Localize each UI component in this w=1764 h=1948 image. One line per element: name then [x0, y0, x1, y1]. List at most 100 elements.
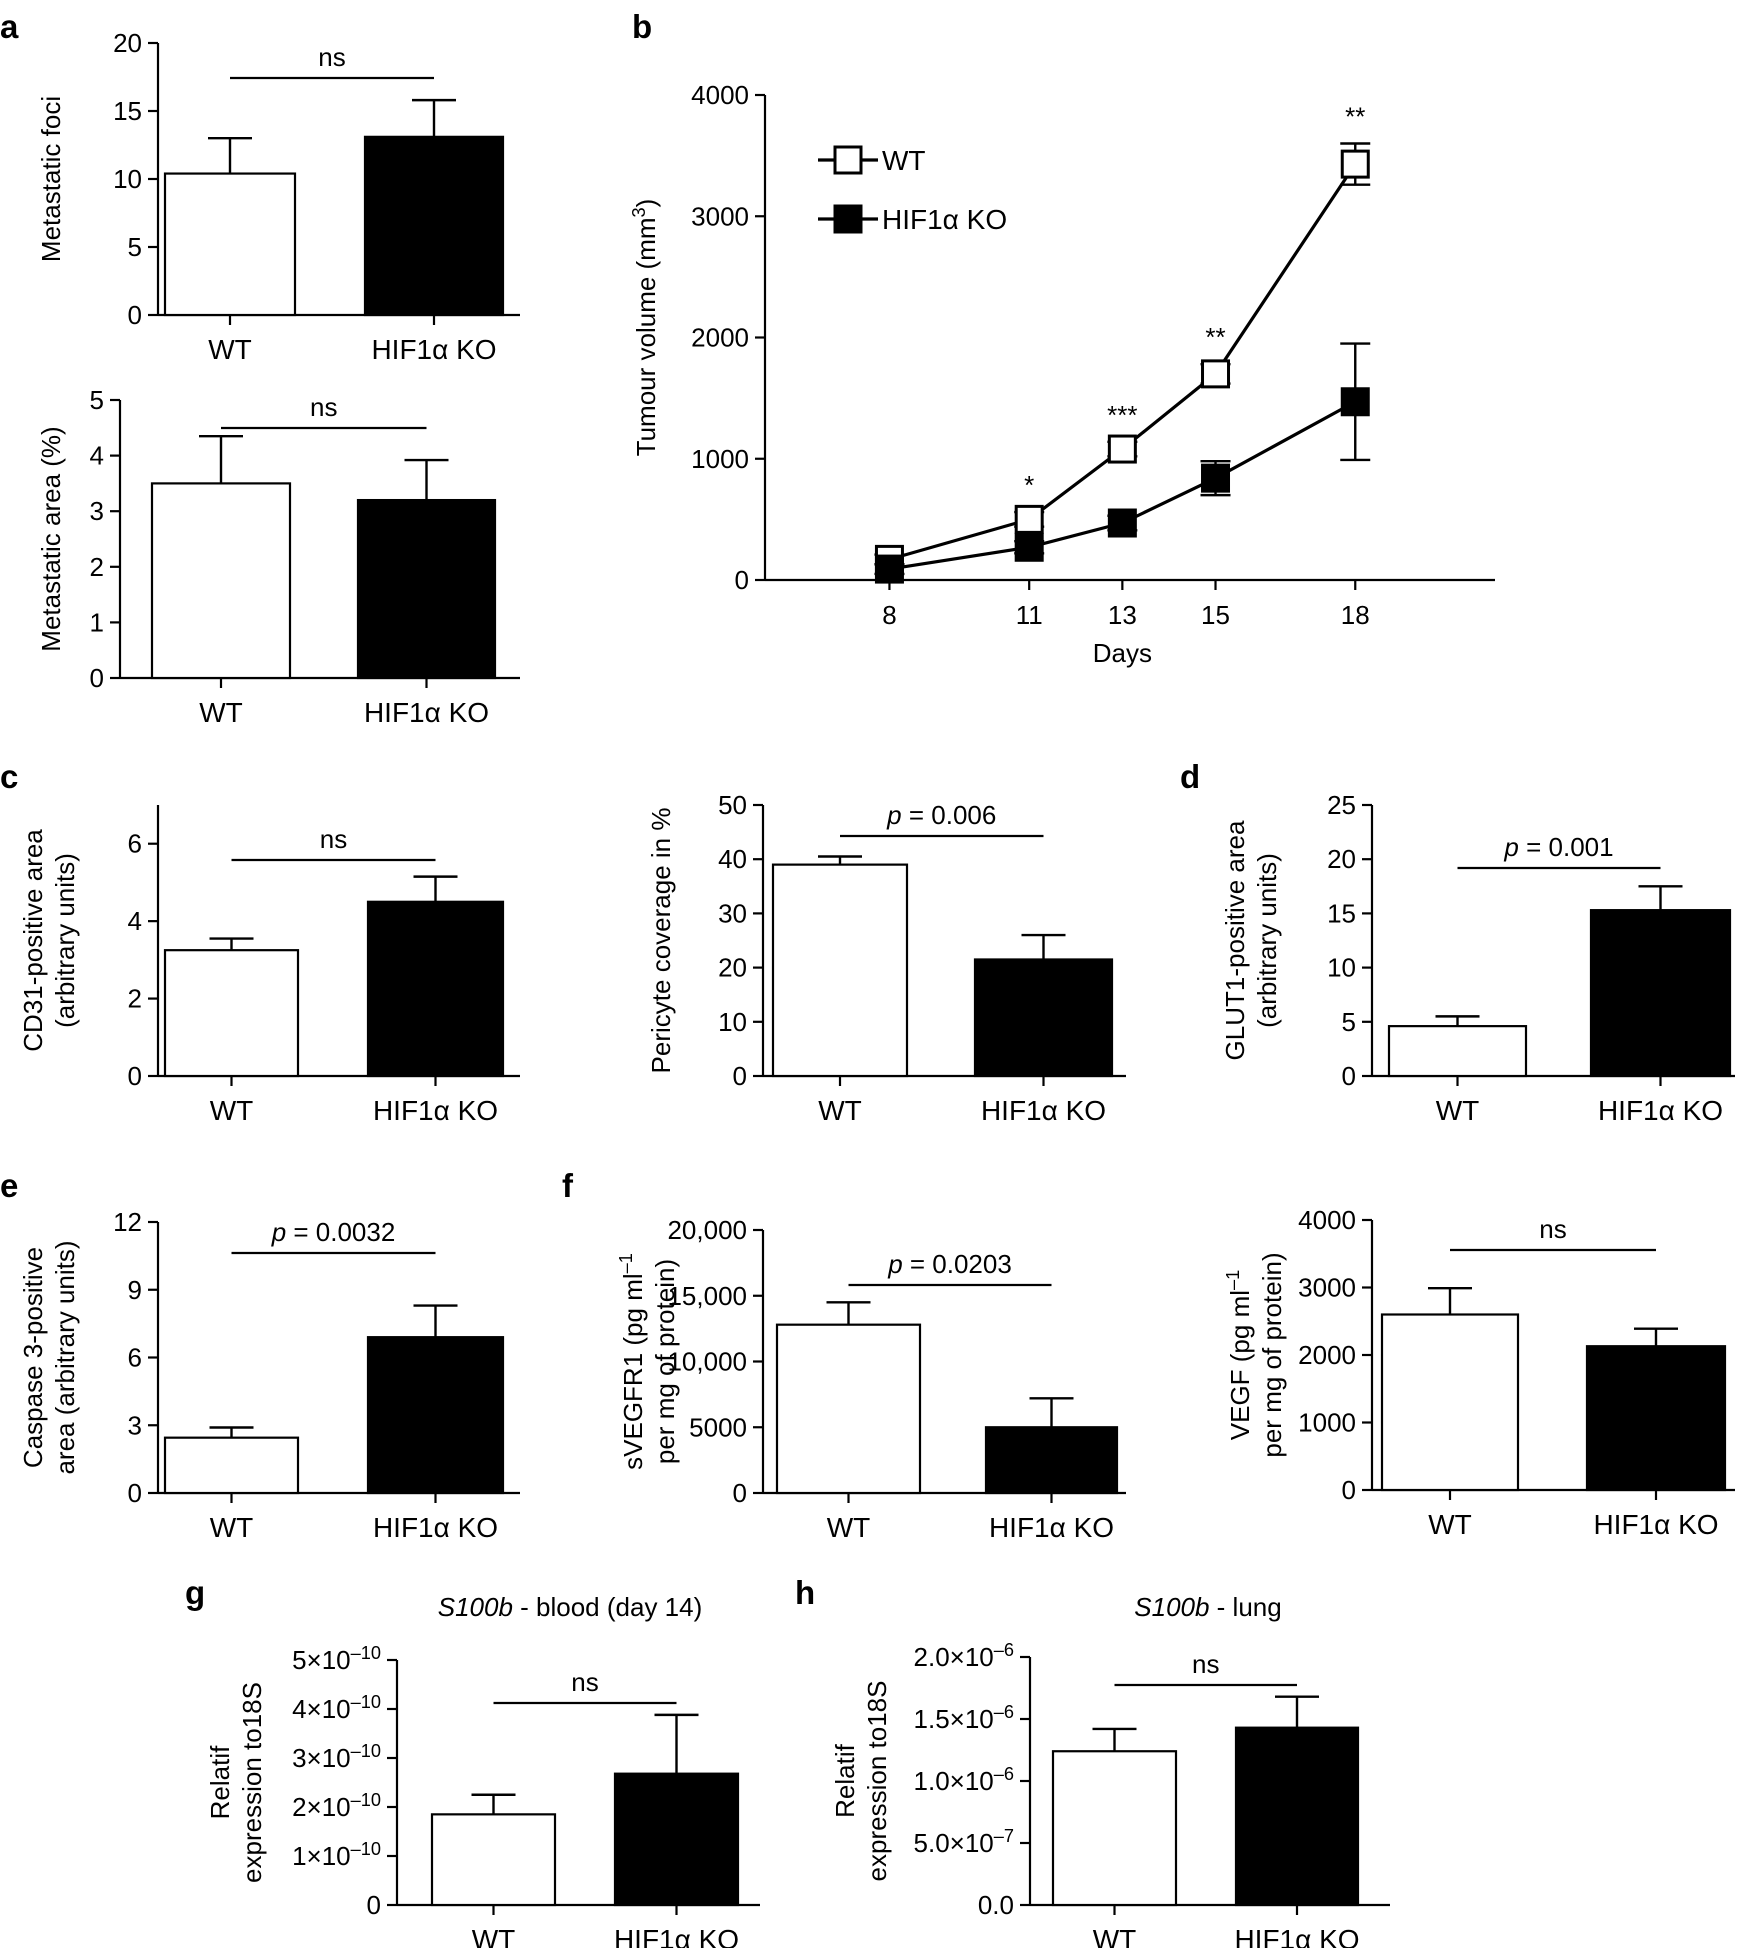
y-axis-label: CD31-positive area	[18, 829, 48, 1052]
y-axis-label: sVEGFR1 (pg ml–1	[616, 1253, 648, 1470]
y-tick-label: 5	[128, 232, 142, 262]
y-tick-label: 40	[718, 844, 747, 874]
x-axis-label: Days	[1093, 638, 1152, 668]
y-axis-label: VEGF (pg ml–1	[1223, 1270, 1255, 1440]
y-tick-label: 15,000	[667, 1281, 747, 1311]
y-tick-label: 0	[1342, 1475, 1356, 1505]
chart-title: S100b - blood (day 14)	[438, 1592, 703, 1622]
panel-letter: d	[1180, 758, 1200, 795]
x-category-label: WT	[208, 334, 252, 365]
y-tick-label: 2	[90, 552, 104, 582]
significance-label: ns	[1539, 1214, 1566, 1244]
x-category-label: HIF1α KO	[1598, 1095, 1723, 1126]
y-tick-label: 10	[1327, 953, 1356, 983]
panel-a1: a 0 5 10 15 20 Metastatic foci WT HIF1α KO ns	[0, 8, 520, 365]
bar-hif1a-ko	[356, 498, 497, 680]
y-tick-label: 3×10–10	[292, 1741, 381, 1773]
y-tick-label: 5	[1342, 1007, 1356, 1037]
panel-f1: f 0 5000 10,000 15,000 20,000 sVEGFR1 (pg ml–1…	[562, 1167, 1126, 1543]
significance-label: p = 0.0032	[271, 1217, 396, 1247]
y-tick-label: 1×10–10	[292, 1839, 381, 1871]
panel-h: h S100b - lung 0.0 5.0×10–7 1.0×10–6 1.5×10–6…	[795, 1574, 1390, 1948]
x-tick-label: 15	[1201, 600, 1230, 630]
x-category-label: WT	[1428, 1509, 1472, 1540]
y-tick-label: 1.5×10–6	[914, 1702, 1014, 1734]
data-point-wt	[1201, 359, 1231, 389]
y-tick-label: 4000	[691, 80, 749, 110]
significance-asterisk: **	[1205, 322, 1225, 352]
y-tick-label: 0	[733, 1478, 747, 1508]
chart-title: S100b - lung	[1134, 1592, 1281, 1622]
data-point-wt	[1014, 504, 1044, 534]
y-axis-label: per mg of protein)	[650, 1259, 680, 1464]
y-tick-label: 20	[113, 28, 142, 58]
y-tick-label: 0	[367, 1890, 381, 1920]
y-axis-label: (arbitrary units)	[50, 853, 80, 1028]
y-axis-label: expression to18S	[862, 1681, 892, 1882]
y-axis-label: GLUT1-positive area	[1220, 820, 1250, 1060]
y-tick-label: 5	[90, 385, 104, 415]
bar-hif1a-ko	[1589, 909, 1732, 1078]
bar-hif1a-ko	[366, 900, 505, 1078]
y-tick-label: 10,000	[667, 1347, 747, 1377]
y-tick-label: 0	[90, 663, 104, 693]
y-tick-label: 10	[718, 1007, 747, 1037]
significance-label: ns	[1192, 1649, 1219, 1679]
y-tick-label: 2000	[1298, 1340, 1356, 1370]
y-tick-label: 4	[90, 441, 104, 471]
bar-wt	[775, 1323, 922, 1495]
panel-letter: h	[795, 1574, 815, 1611]
significance-label: ns	[320, 824, 347, 854]
legend-marker	[833, 145, 863, 175]
panel-d: d 0 5 10 15 20 25 GLUT1-positive area (arbitrary…	[1180, 758, 1735, 1126]
x-category-label: WT	[818, 1095, 862, 1126]
bar-hif1a-ko	[984, 1426, 1119, 1495]
y-tick-label: 10	[113, 164, 142, 194]
bar-wt	[430, 1813, 557, 1907]
panel-b: b 0 1000 2000 3000 4000 8 11 13 15 18 Days Tumour vo…	[629, 8, 1495, 668]
y-tick-label: 20,000	[667, 1215, 747, 1245]
panel-letter: c	[0, 758, 18, 795]
y-tick-label: 20	[718, 953, 747, 983]
y-tick-label: 4×10–10	[292, 1692, 381, 1724]
y-tick-label: 9	[128, 1275, 142, 1305]
y-tick-label: 0	[128, 1478, 142, 1508]
y-tick-label: 25	[1327, 790, 1356, 820]
y-tick-label: 1.0×10–6	[914, 1764, 1014, 1796]
y-tick-label: 0	[128, 1061, 142, 1091]
significance-label: p = 0.0203	[887, 1249, 1012, 1279]
panel-letter: b	[632, 8, 652, 45]
panel-c2: 0 10 20 30 40 50 Pericyte coverage in % WT HIF1α…	[646, 790, 1126, 1126]
significance-label: ns	[310, 392, 337, 422]
panel-letter: a	[0, 8, 19, 45]
y-tick-label: 0	[735, 565, 749, 595]
y-tick-label: 3000	[691, 201, 749, 231]
x-category-label: WT	[210, 1512, 254, 1543]
y-tick-label: 0	[1342, 1061, 1356, 1091]
x-tick-label: 18	[1341, 600, 1370, 630]
bar-wt	[1387, 1025, 1528, 1078]
x-category-label: HIF1α KO	[989, 1512, 1114, 1543]
significance-label: ns	[318, 42, 345, 72]
y-tick-label: 30	[718, 898, 747, 928]
bar-wt	[163, 1436, 300, 1495]
x-category-label: WT	[472, 1924, 516, 1948]
y-tick-label: 6	[128, 829, 142, 859]
y-axis-label: Metastatic foci	[36, 96, 66, 262]
x-category-label: HIF1α KO	[981, 1095, 1106, 1126]
bar-wt	[1380, 1313, 1520, 1492]
legend-label: WT	[882, 145, 926, 176]
bar-wt	[771, 863, 909, 1078]
bar-hif1a-ko	[363, 135, 505, 317]
x-category-label: WT	[210, 1095, 254, 1126]
y-tick-label: 2.0×10–6	[914, 1640, 1014, 1672]
y-tick-label: 4000	[1298, 1205, 1356, 1235]
panel-c1: c 0 2 4 6 CD31-positive area (arbitrary units)…	[0, 758, 520, 1126]
x-tick-label: 11	[1016, 600, 1043, 630]
x-category-label: WT	[1093, 1924, 1137, 1948]
y-tick-label: 3	[128, 1410, 142, 1440]
y-axis-label: Relatif	[830, 1743, 860, 1817]
y-tick-label: 0.0	[978, 1890, 1014, 1920]
y-tick-label: 5×10–10	[292, 1643, 381, 1675]
